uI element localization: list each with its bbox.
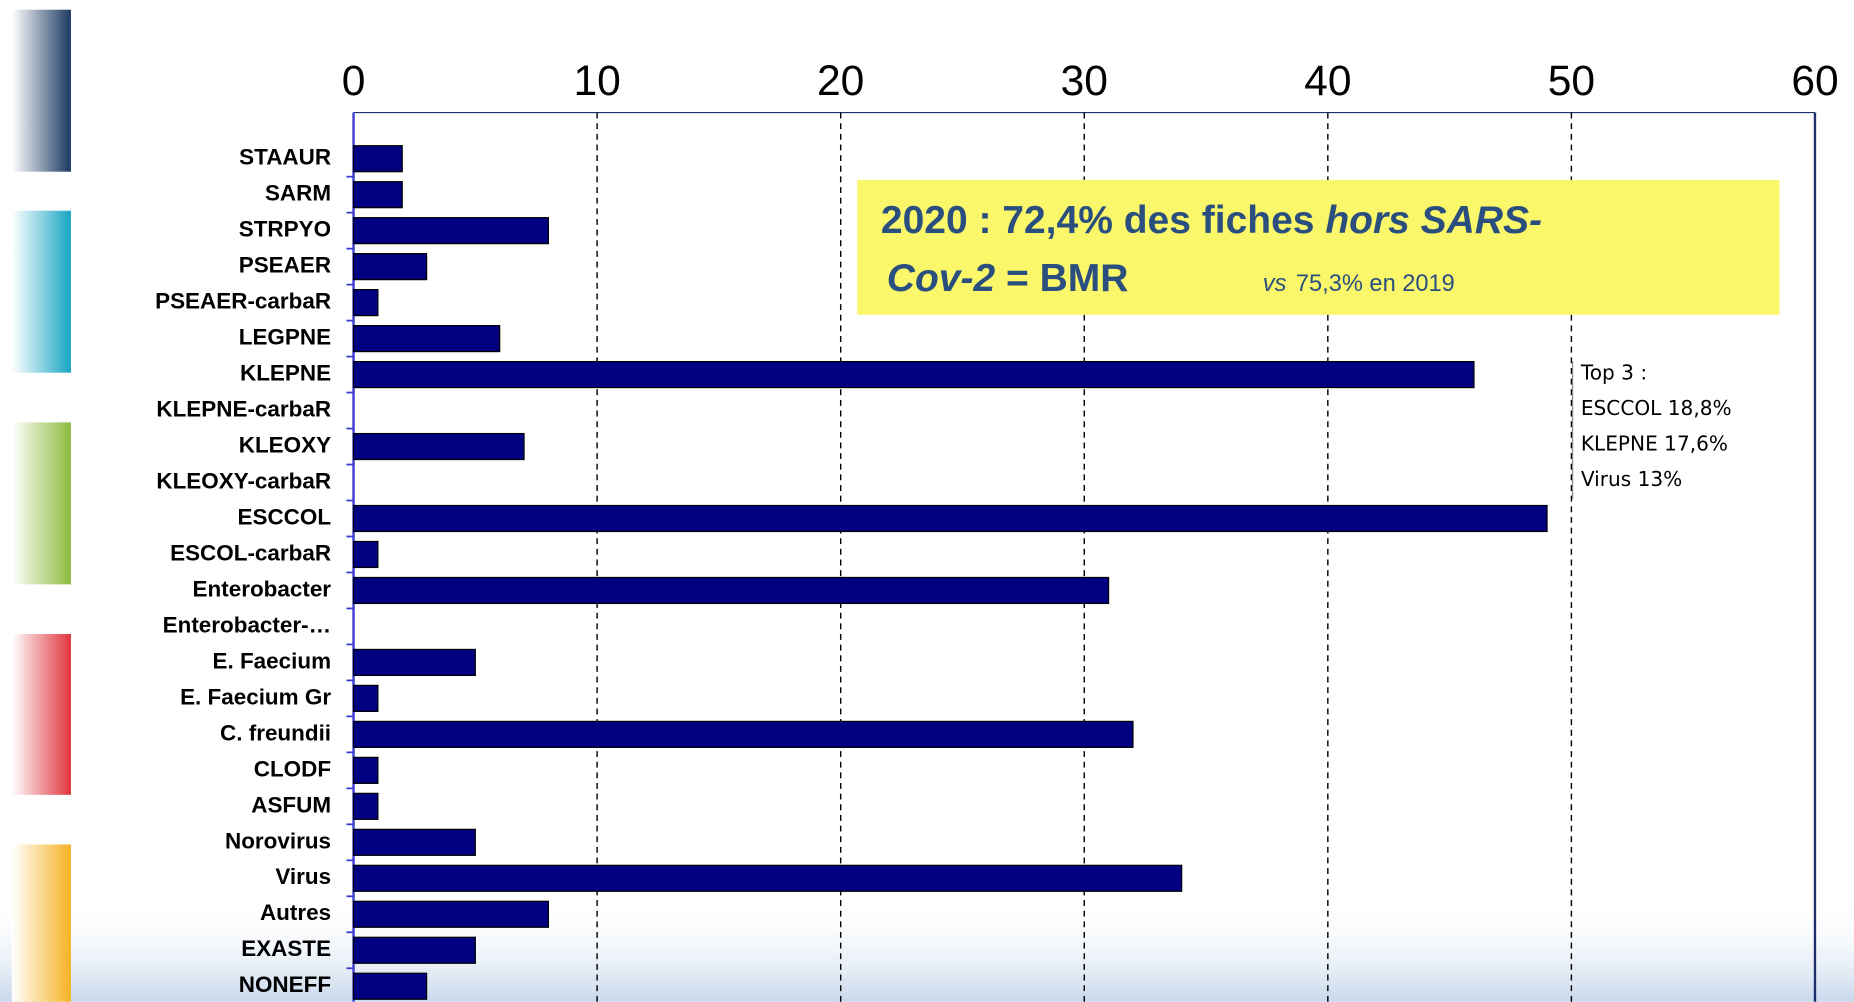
bar [352, 253, 428, 281]
y-tick-label: PSEAER-carbaR [155, 289, 331, 314]
y-tick-label: PSEAER [239, 253, 331, 278]
x-tick-label: 40 [1304, 57, 1351, 105]
side-band [11, 634, 71, 795]
y-tick-label: LEGPNE [239, 325, 331, 350]
y-tick-label: ESCOL-carbaR [170, 540, 331, 565]
y-tick-label: E. Faecium Gr [180, 684, 331, 709]
y-tick-label: STRPYO [239, 217, 331, 242]
y-tick-label: Enterobacter-… [163, 612, 331, 637]
bar [352, 145, 403, 173]
y-tick-label: NONEFF [239, 972, 331, 997]
bar [352, 217, 549, 245]
y-tick-label: Norovirus [225, 828, 331, 853]
bar [352, 828, 476, 856]
bar [352, 289, 379, 317]
annotation-box [857, 179, 1780, 315]
side-band [11, 9, 71, 172]
bar [352, 792, 379, 820]
bar [352, 684, 379, 712]
annotation-text: = BMR [1006, 257, 1128, 300]
y-tick-label: KLEPNE-carbaR [156, 396, 331, 421]
y-tick-label: ASFUM [251, 792, 331, 817]
bar [352, 756, 379, 784]
annotation-text: Cov-2 [887, 257, 996, 300]
y-tick-label: C. freundii [220, 720, 331, 745]
bar [352, 720, 1134, 748]
x-tick-label: 50 [1548, 57, 1595, 105]
y-tick-label: CLODF [254, 756, 331, 781]
bar [352, 648, 476, 677]
background-decoration [0, 898, 1854, 1002]
annotation-text: 2020 : 72,4% des fiches [881, 199, 1315, 242]
annotation: Cov-2 = BMR vs 75,3% en 2019 [887, 257, 1455, 300]
note: ESCCOL 18,8% [1581, 396, 1732, 420]
bar [352, 181, 403, 209]
bar [352, 936, 476, 964]
note: KLEPNE 17,6% [1581, 431, 1728, 455]
x-tick-label: 30 [1061, 57, 1108, 105]
y-tick-label: Virus [275, 864, 331, 889]
bar [352, 864, 1183, 892]
side-band [11, 844, 71, 1002]
bar [352, 972, 428, 1000]
bar [352, 325, 501, 353]
y-tick-label: Enterobacter [193, 576, 332, 601]
y-tick-label: KLEPNE [240, 361, 331, 386]
bar [352, 432, 525, 461]
x-tick-label: 60 [1791, 57, 1838, 105]
x-tick-label: 0 [342, 57, 366, 105]
annotation-text: hors SARS- [1325, 199, 1542, 242]
note: Top 3 : [1580, 360, 1647, 384]
bar [352, 576, 1110, 605]
x-tick-label: 10 [573, 57, 620, 105]
y-tick-label: E. Faecium [213, 648, 332, 673]
y-tick-label: KLEOXY [239, 432, 331, 457]
annotation: 2020 : 72,4% des fiches hors SARS- [881, 199, 1542, 242]
side-band [11, 210, 71, 373]
bar [352, 504, 1548, 533]
bar [352, 900, 549, 928]
note: Virus 13% [1581, 467, 1682, 491]
y-tick-label: SARM [265, 181, 331, 206]
side-band [11, 422, 71, 585]
x-tick-label: 20 [817, 57, 864, 105]
y-tick-label: STAAUR [239, 145, 331, 170]
bar [352, 360, 1475, 389]
plot: 0 10 20 30 40 50 60 STAAUR SARM STRPYO PSEAER PSEAE… [155, 57, 1839, 1002]
annotation-text: vs [1263, 271, 1287, 297]
annotation-text: 75,3% en 2019 [1296, 271, 1455, 297]
y-tick-label: ESCCOL [238, 504, 332, 529]
y-tick-label: EXASTE [241, 936, 331, 961]
y-tick-label: Autres [260, 900, 331, 925]
y-tick-label: KLEOXY-carbaR [156, 468, 331, 493]
bar [352, 540, 379, 569]
